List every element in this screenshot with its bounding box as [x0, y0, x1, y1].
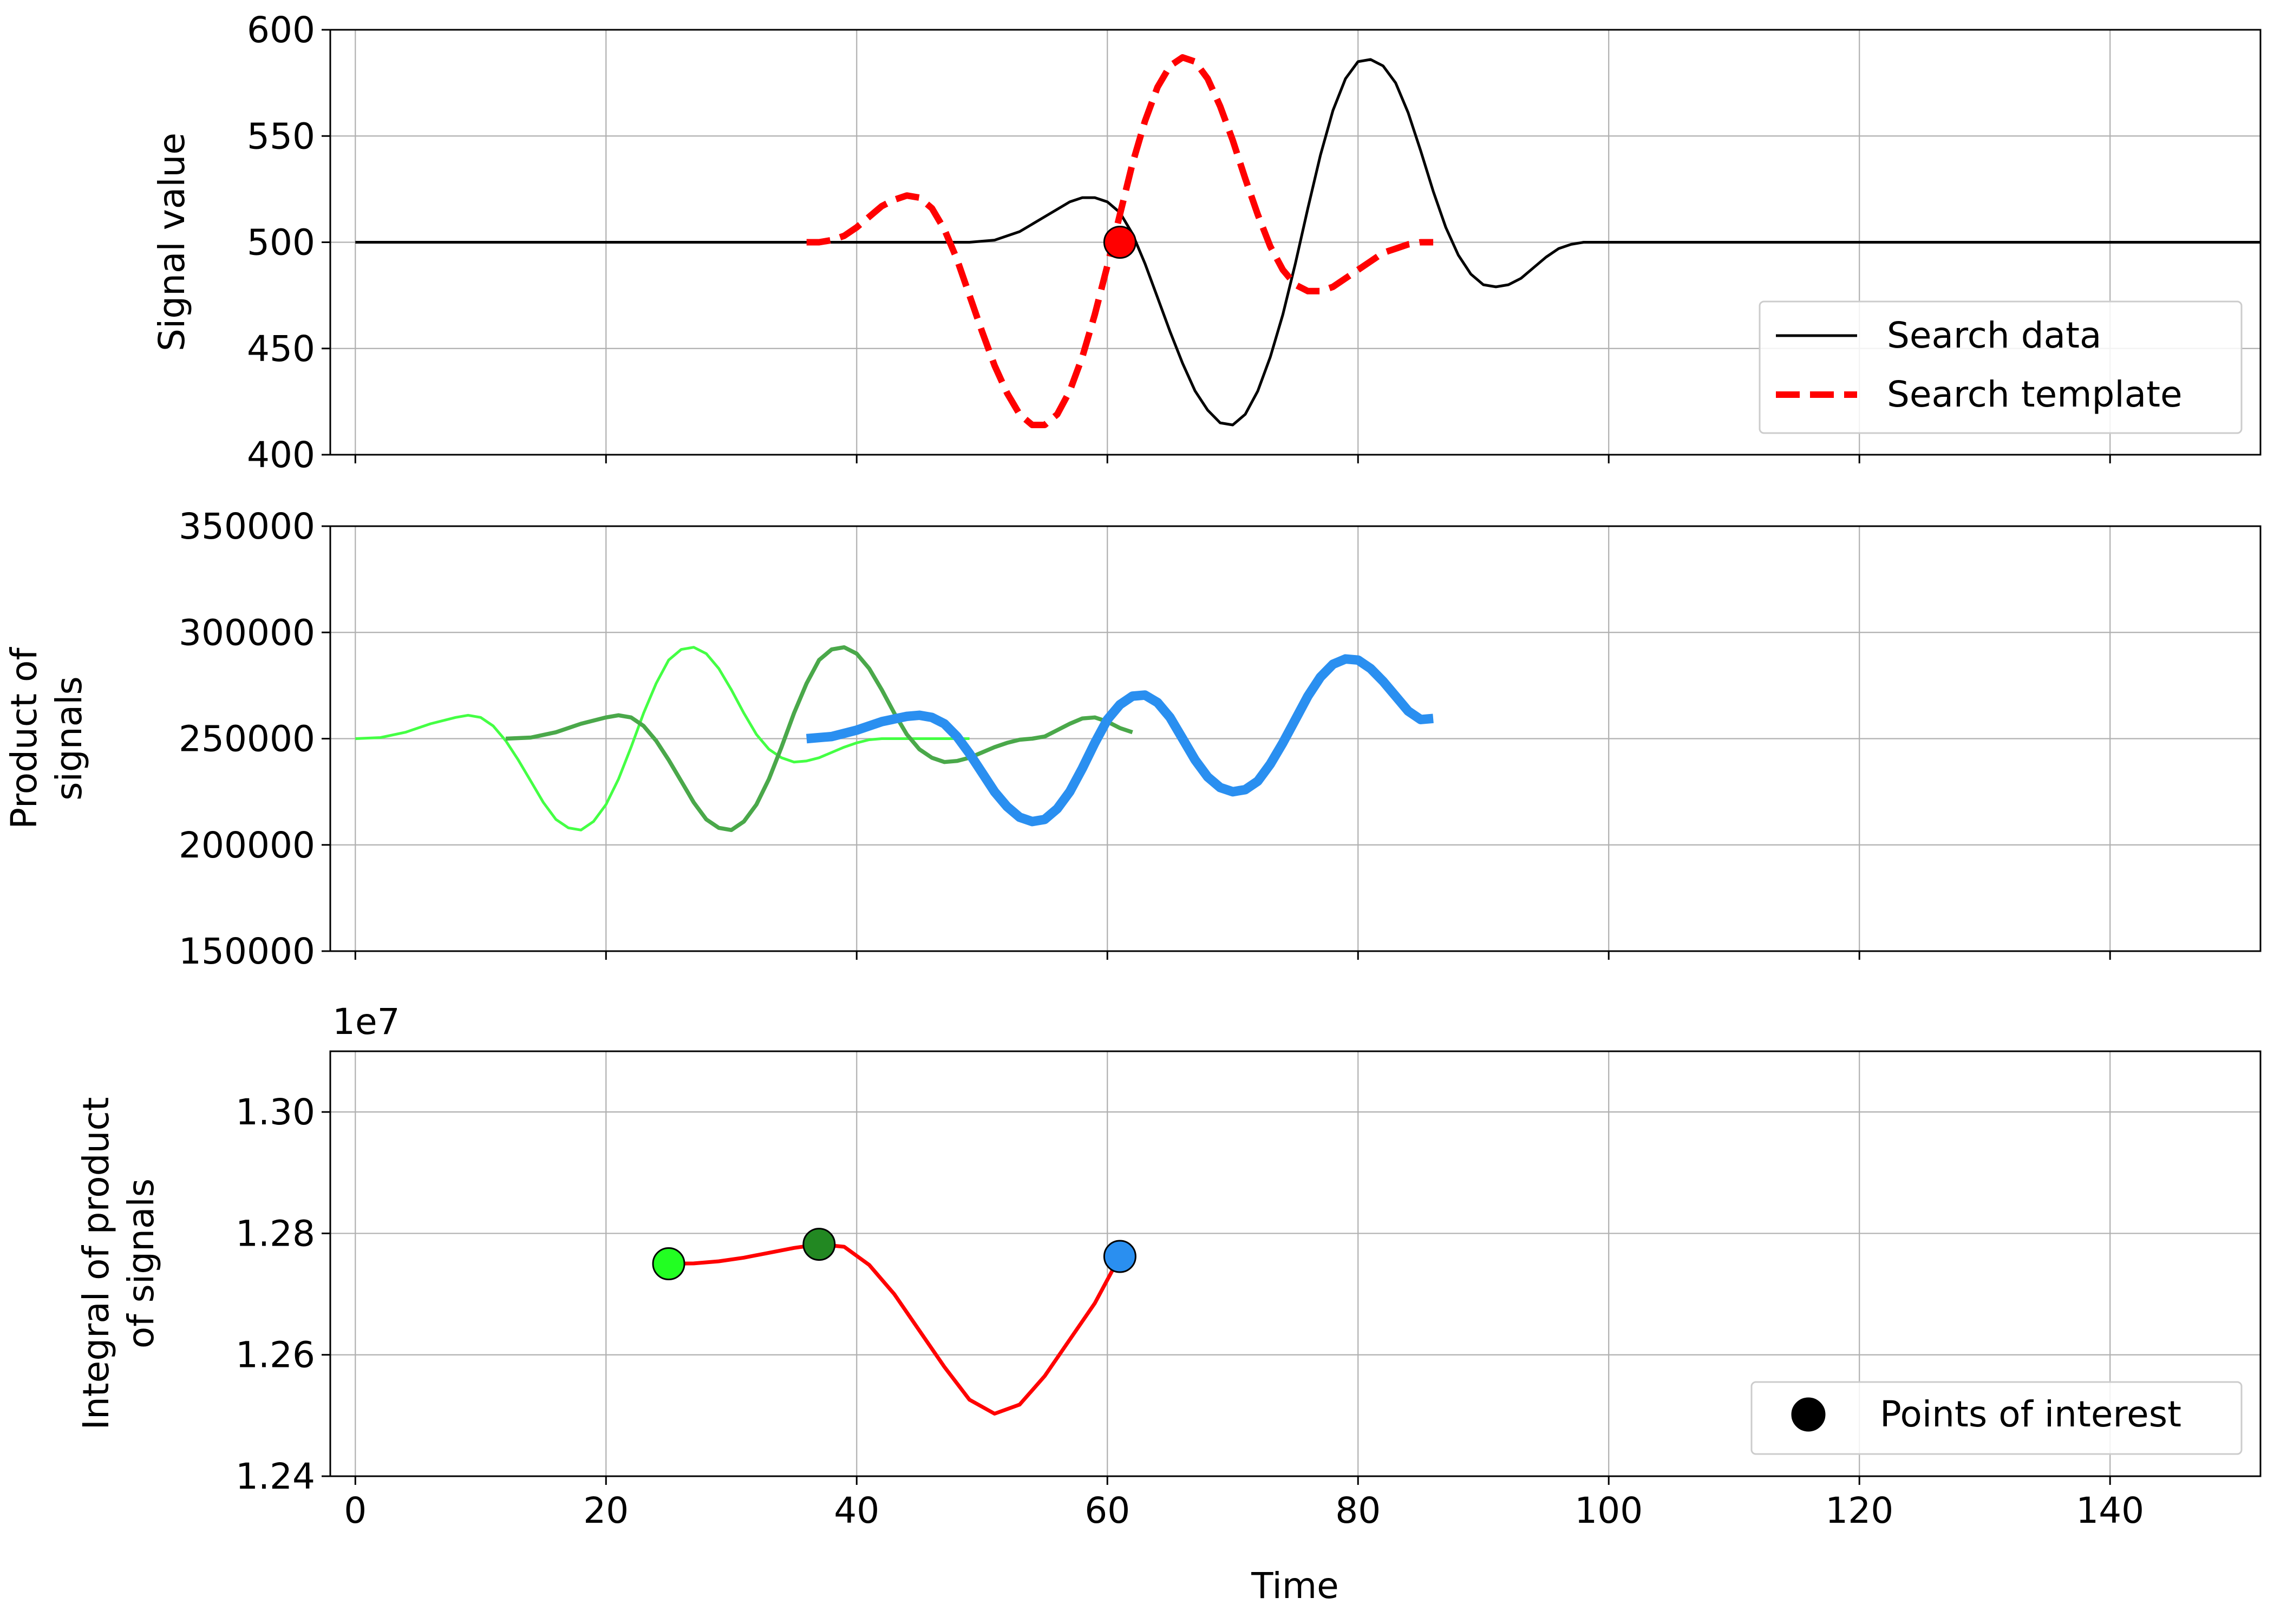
legend: Search data Search template: [1759, 300, 2243, 434]
x-tick-label: 20: [583, 1490, 629, 1531]
x-tick-label: 140: [2076, 1490, 2144, 1531]
y-ticks: 150000 200000 250000 300000 350000: [179, 506, 330, 972]
y-tick-label: 550: [247, 115, 315, 157]
y-tick-label: 600: [247, 9, 315, 51]
y-tick-label: 1.28: [236, 1213, 315, 1254]
legend-label-search-data: Search data: [1887, 315, 2101, 356]
marker-group: [652, 1228, 1136, 1280]
x-tick-label: 120: [1825, 1490, 1893, 1531]
y-axis-label: Signal value: [151, 133, 193, 351]
x-axis-label: Time: [1251, 1565, 1339, 1607]
y-ticks: 400 450 500 550 600: [247, 9, 330, 476]
panel-integral: 0 20 40 60 80 100 120 140 1.241.261.281.30 1e7 …: [75, 1001, 2262, 1607]
series-group: [355, 645, 1434, 833]
x-tick-label: 60: [1084, 1490, 1130, 1531]
x-tick-label: 100: [1574, 1490, 1643, 1531]
point-marker-1: [652, 1247, 685, 1280]
x-tick-label: 40: [834, 1490, 879, 1531]
y-tick-label: 200000: [179, 824, 315, 866]
series-line-2: [505, 645, 1133, 833]
y-axis-label-line-2: of signals: [120, 1178, 162, 1348]
y-tick-label: 1.26: [236, 1334, 315, 1376]
y-tick-label: 1.24: [236, 1456, 315, 1497]
y-tick-label: 350000: [179, 506, 315, 547]
x-ticks: [354, 951, 2111, 960]
x-tick-label: 0: [344, 1490, 367, 1531]
y-axis-label-line-2: signals: [48, 676, 90, 801]
series-line-1: [355, 58, 2260, 427]
y-axis-label-line-1: Product of: [3, 647, 45, 829]
marker-group: [1103, 226, 1136, 259]
x-ticks: 0 20 40 60 80 100 120 140: [344, 1476, 2144, 1531]
y-axis-label-line-1: Integral of product: [75, 1097, 117, 1430]
plot-frame: [329, 1050, 2262, 1477]
series-line-2: [806, 54, 1434, 428]
y-tick-label: 450: [247, 328, 315, 370]
legend-marker-points-of-interest: [1791, 1397, 1826, 1432]
legend: Points of interest: [1750, 1381, 2243, 1455]
point-marker-1: [1103, 226, 1136, 259]
offset-label: 1e7: [332, 1001, 400, 1043]
y-tick-label: 300000: [179, 612, 315, 653]
y-tick-label: 250000: [179, 718, 315, 760]
series-group: [355, 54, 2260, 428]
x-tick-label: 80: [1335, 1490, 1381, 1531]
series-line-1: [355, 646, 970, 831]
x-ticks: [354, 455, 2111, 463]
legend-box: [1750, 1381, 2243, 1455]
point-marker-3: [1103, 1240, 1136, 1273]
panel-signal: 400 450 500 550 600 Signal value Search data…: [151, 9, 2262, 476]
series-line-1: [668, 1242, 1122, 1416]
legend-label-search-template: Search template: [1887, 374, 2182, 415]
legend-label-points-of-interest: Points of interest: [1880, 1393, 2181, 1435]
y-tick-label: 500: [247, 222, 315, 264]
series-line-3: [806, 654, 1434, 827]
legend-box: [1759, 300, 2243, 434]
y-tick-label: 400: [247, 434, 315, 476]
y-ticks: 1.24 1.26 1.28 1.30: [236, 1091, 330, 1497]
series-group: [668, 1242, 1122, 1416]
y-tick-label: 1.30: [236, 1091, 315, 1133]
panel-product: 150000 200000 250000 300000 350000 Product o…: [3, 506, 2262, 972]
y-tick-label: 150000: [179, 931, 315, 972]
point-marker-2: [802, 1228, 836, 1261]
